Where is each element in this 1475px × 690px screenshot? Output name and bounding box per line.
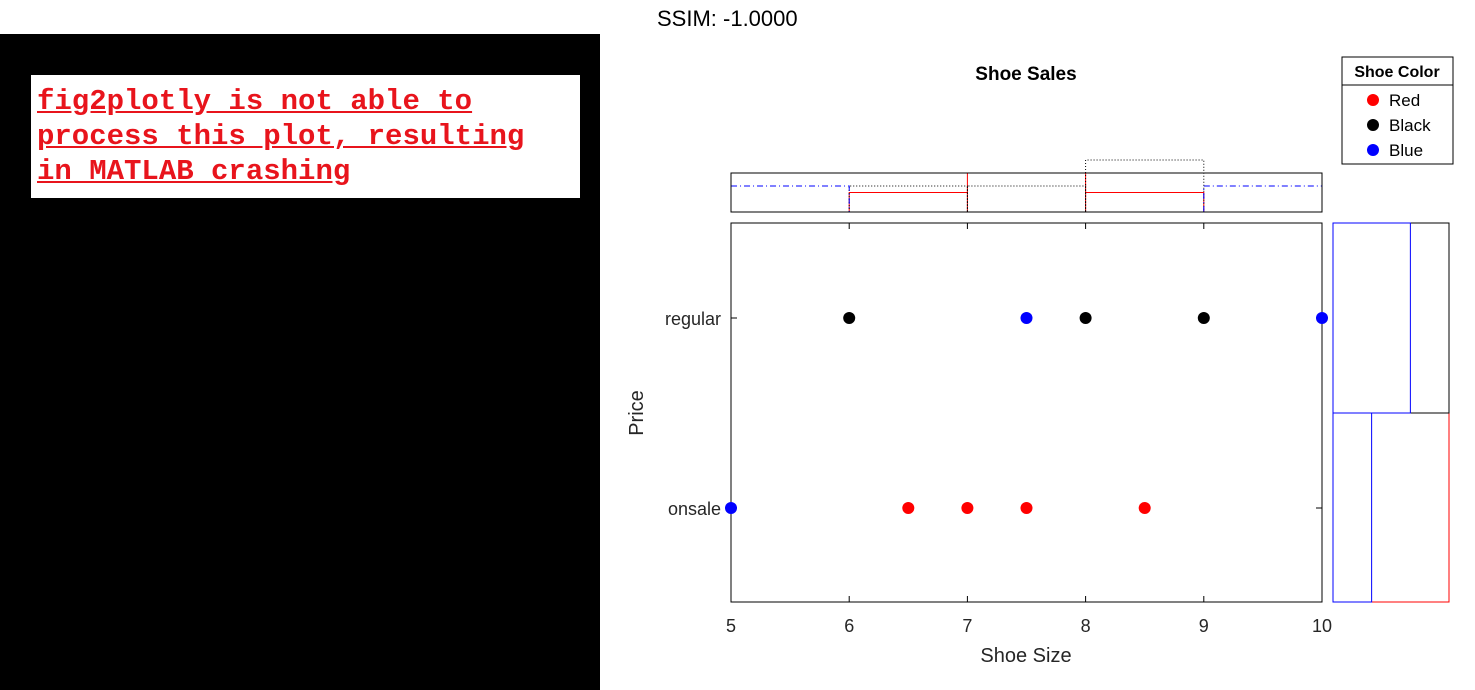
data-point-blue (1020, 312, 1033, 324)
x-tick-label: 5 (726, 616, 736, 636)
y-axis-label: Price (626, 390, 648, 436)
x-tick-label: 10 (1312, 616, 1332, 636)
x-tick-label: 7 (962, 616, 972, 636)
x-tick-label: 8 (1081, 616, 1091, 636)
x-axis-ticks: 5 6 7 8 9 10 (726, 223, 1332, 636)
data-point-red (1020, 502, 1033, 514)
y-histogram-bar-blue (1332, 222, 1411, 414)
data-point-blue (1316, 312, 1328, 324)
data-point-red (902, 502, 915, 514)
y-tick-label: regular (665, 309, 721, 329)
right-histogram (1332, 222, 1450, 603)
y-histogram-bar-red (1332, 412, 1450, 603)
legend-marker-black (1367, 119, 1379, 131)
legend-label: Black (1389, 116, 1431, 135)
legend-box (1341, 56, 1454, 165)
x-histogram-red (848, 172, 1205, 212)
ssim-label: SSIM: -1.0000 (657, 6, 798, 31)
error-message: fig2plotly is not able to process this p… (37, 85, 525, 188)
x-histogram-black (848, 159, 1205, 212)
main-axes-box (730, 222, 1323, 603)
scatter-points (725, 312, 1328, 514)
legend-label: Red (1389, 91, 1420, 110)
legend: Shoe Color Red Black Blue (1341, 56, 1454, 165)
y-histogram-bar-black (1332, 222, 1450, 414)
y-histogram-bar-blue (1332, 412, 1373, 603)
data-point-blue (725, 502, 737, 514)
data-point-red (1138, 502, 1151, 514)
scatter-histogram-chart: Shoe Sales 5 6 7 8 9 10 onsale regular Shoe Si… (626, 56, 1454, 667)
legend-title: Shoe Color (1354, 64, 1439, 81)
chart-title: Shoe Sales (975, 64, 1076, 85)
data-point-black (1197, 312, 1210, 324)
left-panel: fig2plotly is not able to process this p… (0, 34, 600, 690)
error-message-box: fig2plotly is not able to process this p… (31, 75, 580, 198)
legend-marker-red (1367, 94, 1379, 106)
x-histogram-blue (730, 185, 1323, 213)
data-point-black (1079, 312, 1092, 324)
data-point-red (961, 502, 974, 514)
x-tick-label: 6 (844, 616, 854, 636)
legend-label: Blue (1389, 141, 1423, 160)
legend-items: Red Black Blue (1367, 91, 1431, 160)
x-tick-label: 9 (1199, 616, 1209, 636)
legend-marker-blue (1367, 144, 1379, 156)
top-histogram-axes (730, 172, 1323, 213)
data-point-black (843, 312, 856, 324)
top-histogram (730, 159, 1323, 213)
y-tick-label: onsale (668, 499, 721, 519)
y-axis-ticks: onsale regular (665, 309, 1322, 519)
x-axis-label: Shoe Size (980, 645, 1071, 667)
